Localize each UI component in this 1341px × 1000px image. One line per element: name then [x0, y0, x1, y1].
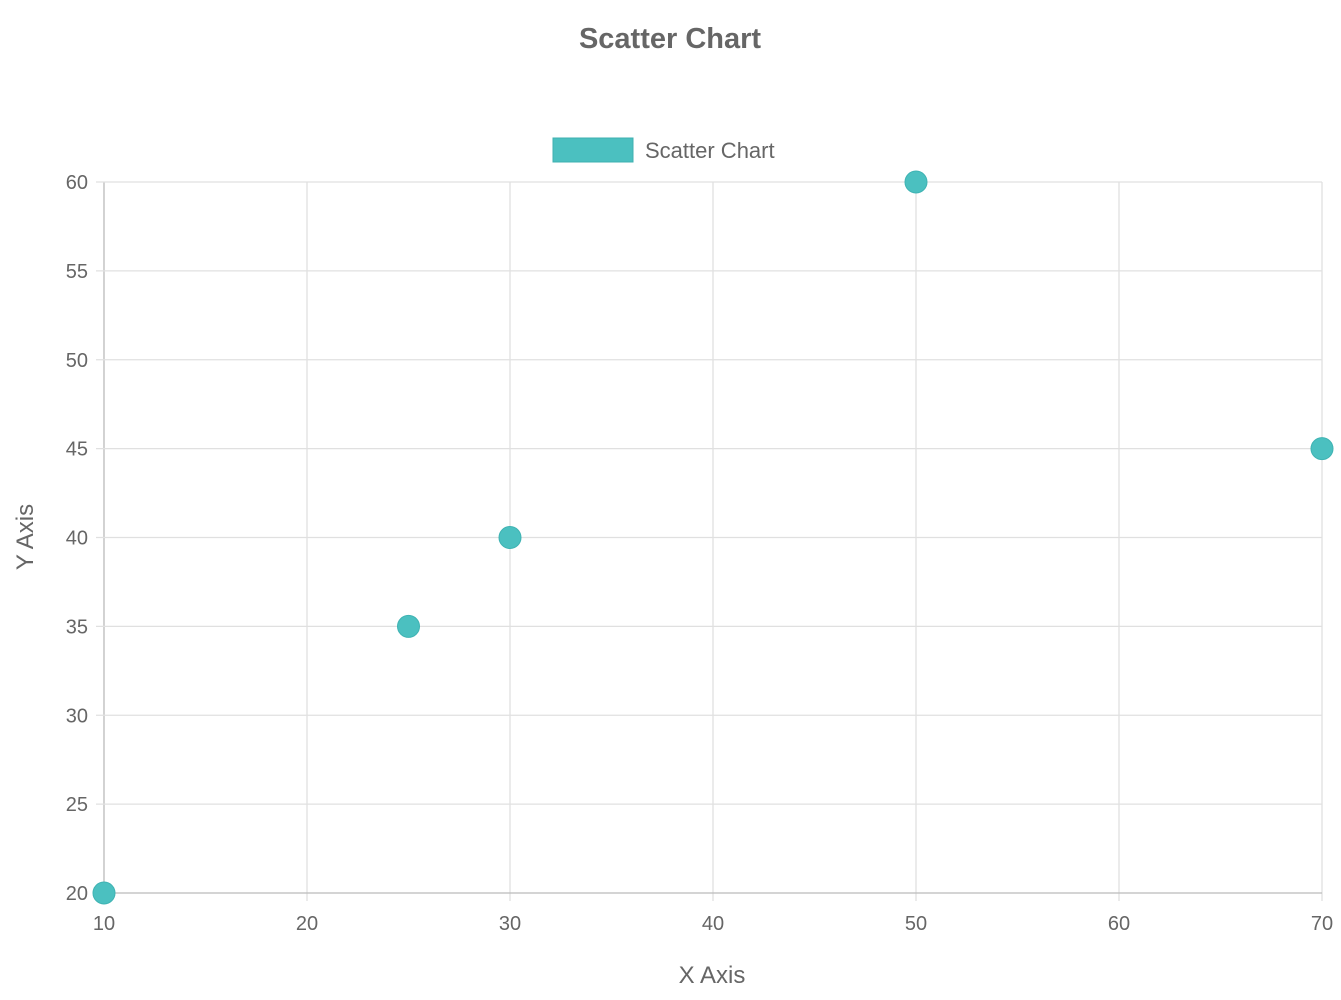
y-tick-label: 30: [66, 705, 88, 727]
x-tick-label: 50: [905, 913, 927, 935]
data-point: [1310, 437, 1334, 461]
legend-swatch: [552, 137, 634, 163]
data-point: [92, 881, 116, 905]
legend-label: Scatter Chart: [645, 138, 775, 163]
y-tick-label: 45: [66, 439, 88, 461]
x-tick-label: 20: [296, 913, 318, 935]
x-tick-label: 60: [1108, 913, 1130, 935]
y-tick-label: 35: [66, 616, 88, 638]
data-point: [498, 526, 522, 549]
x-tick-label: 30: [499, 913, 521, 935]
y-tick-label: 50: [66, 350, 88, 372]
data-point: [904, 170, 928, 194]
chart-title: Scatter Chart: [579, 23, 761, 55]
y-tick-label: 40: [66, 528, 88, 550]
x-tick-label: 10: [93, 913, 115, 935]
legend[interactable]: Scatter Chart: [552, 137, 775, 163]
y-tick-label: 25: [66, 794, 88, 816]
x-tick-label: 40: [702, 913, 724, 935]
y-tick-label: 55: [66, 261, 88, 283]
y-axis-label: Y Axis: [12, 504, 39, 570]
y-tick-label: 60: [66, 172, 88, 194]
y-tick-label: 20: [66, 883, 88, 905]
data-point: [397, 614, 420, 638]
x-tick-label: 70: [1311, 913, 1333, 935]
x-axis-label: X Axis: [679, 962, 746, 989]
